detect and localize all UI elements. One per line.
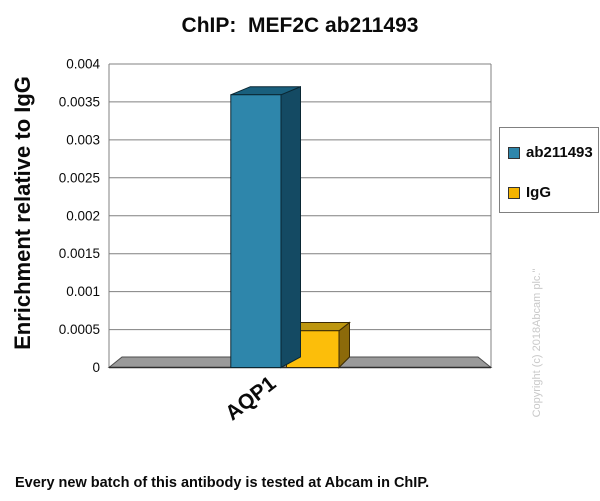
svg-text:0.0005: 0.0005 — [59, 322, 100, 337]
svg-text:0.002: 0.002 — [66, 208, 100, 223]
svg-text:0.0025: 0.0025 — [59, 170, 100, 185]
svg-text:0.004: 0.004 — [66, 57, 100, 72]
svg-text:0.001: 0.001 — [66, 284, 100, 299]
svg-text:0.0015: 0.0015 — [59, 246, 100, 261]
svg-text:0.0035: 0.0035 — [59, 94, 100, 109]
svg-text:0.003: 0.003 — [66, 132, 100, 147]
svg-text:0: 0 — [92, 360, 100, 375]
